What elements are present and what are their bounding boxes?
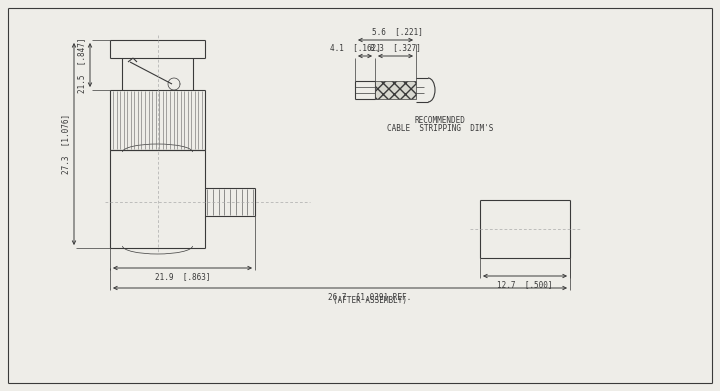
Text: 12.7  [.500]: 12.7 [.500] [498,280,553,289]
Text: 21.5  [.847]: 21.5 [.847] [77,37,86,93]
Text: 5.6  [.221]: 5.6 [.221] [372,27,423,36]
Text: 8.3  [.327]: 8.3 [.327] [370,43,421,52]
Text: 26.7  [1.039] REF.: 26.7 [1.039] REF. [328,292,412,301]
Polygon shape [375,81,416,99]
Text: (AFTER ASSEMBLY): (AFTER ASSEMBLY) [333,296,407,305]
Text: 27.3  [1.076]: 27.3 [1.076] [61,114,70,174]
Text: CABLE  STRIPPING  DIM'S: CABLE STRIPPING DIM'S [387,124,493,133]
Text: 4.1  [.162]: 4.1 [.162] [330,43,380,52]
Text: 21.9  [.863]: 21.9 [.863] [155,272,210,281]
Text: RECOMMENDED: RECOMMENDED [415,116,465,125]
